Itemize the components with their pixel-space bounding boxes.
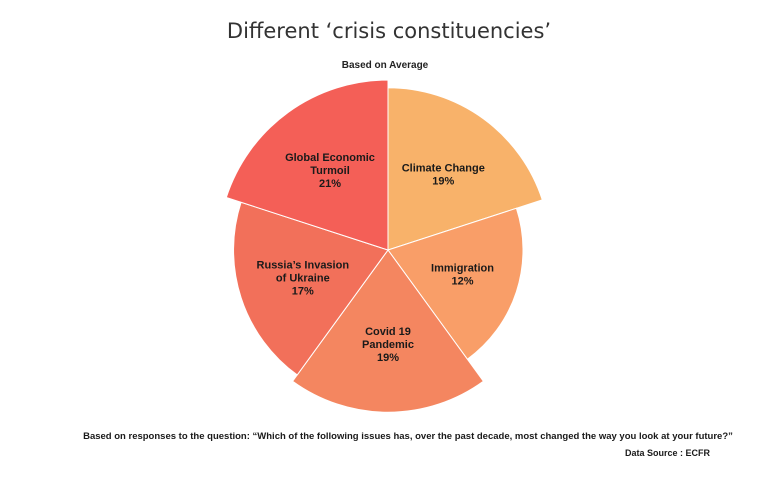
slice-label-immigration: Immigration 12% — [431, 263, 494, 288]
slice-label-covid-19-pandemic: Covid 19 Pandemic 19% — [362, 326, 414, 364]
slice-label-climate-change: Climate Change 19% — [402, 162, 485, 187]
slice-name-label: of Ukraine — [276, 273, 330, 285]
slice-climate-change[interactable] — [387, 87, 543, 251]
slice-name-label: Covid 19 — [365, 326, 411, 338]
slice-percent-label: 12% — [451, 276, 473, 288]
chart-subtitle: Based on Average — [342, 60, 429, 71]
slice-percent-label: 21% — [319, 178, 341, 190]
slice-percent-label: 17% — [292, 286, 314, 298]
slice-label-global-economic-turmoil: Global Economic Turmoil 21% — [285, 152, 375, 190]
chart-title: Different ‘crisis constituencies’ — [227, 19, 551, 43]
slice-immigration[interactable] — [387, 207, 524, 360]
slice-percent-label: 19% — [377, 352, 399, 364]
slice-name-label: Russia’s Invasion — [257, 260, 350, 272]
slice-covid-19-pandemic[interactable] — [291, 249, 485, 413]
slice-labels: Climate Change 19%Immigration 12%Covid 19 P… — [257, 152, 495, 364]
slice-label-russia-s-invasion-of-ukraine: Russia’s Invasion of Ukraine 17% — [257, 260, 350, 298]
slice-name-label: Immigration — [431, 263, 494, 275]
slice-name-label: Global Economic — [285, 152, 375, 164]
slice-name-label: Turmoil — [310, 165, 350, 177]
chart-caption: Based on responses to the question: “Whi… — [83, 431, 733, 442]
slice-percent-label: 19% — [432, 175, 454, 187]
slice-global-economic-turmoil[interactable] — [225, 79, 389, 251]
data-source: Data Source : ECFR — [625, 448, 711, 458]
pie-slices — [225, 79, 543, 413]
slice-name-label: Pandemic — [362, 339, 414, 351]
slice-name-label: Climate Change — [402, 162, 485, 174]
slice-russia-s-invasion-of-ukraine[interactable] — [233, 201, 389, 376]
